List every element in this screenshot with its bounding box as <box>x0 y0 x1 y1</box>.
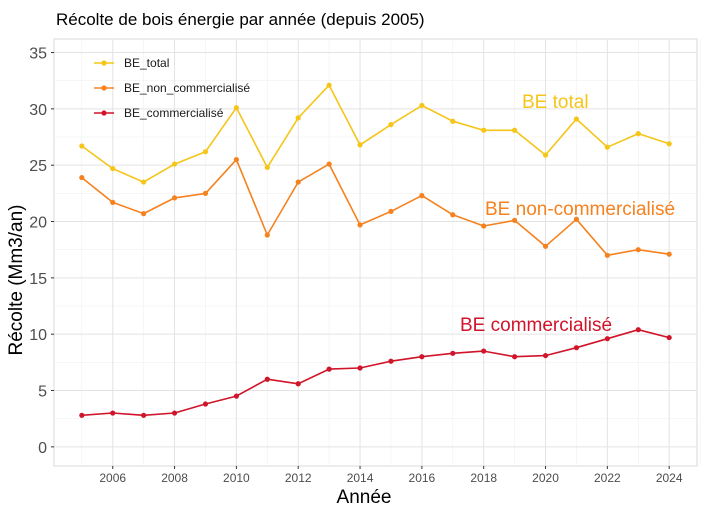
y-axis-title: Récolte (Mm3/an) <box>6 205 27 356</box>
data-point-be-non-commercialise <box>573 216 580 222</box>
series-layer <box>79 82 672 418</box>
data-point-be-non-commercialise <box>202 190 209 196</box>
data-point-be-non-commercialise <box>512 217 518 223</box>
data-point-be-commercialise <box>171 410 178 416</box>
data-point-be-commercialise <box>573 345 580 351</box>
x-tick-label: 2010 <box>223 471 250 485</box>
x-tick-label: 2016 <box>409 471 436 485</box>
data-point-be-commercialise <box>141 412 147 418</box>
x-tick-label: 2008 <box>161 471 188 485</box>
x-tick-label: 2018 <box>470 471 497 485</box>
data-point-be-non-commercialise <box>542 243 549 249</box>
y-tick-label: 35 <box>29 46 47 63</box>
data-point-be-commercialise <box>419 354 425 360</box>
data-point-be-commercialise <box>481 348 487 354</box>
series-line-be-commercialise <box>81 328 670 417</box>
x-axis-ticks: 2006 2008 2010 2012 2014 2016 2018 2020 2022 2024 <box>99 466 683 485</box>
x-tick-label: 2024 <box>656 471 683 485</box>
data-point-be-total <box>573 116 580 122</box>
data-point-be-total <box>171 161 178 167</box>
data-point-be-total <box>450 118 456 124</box>
x-axis-title: Année <box>337 487 392 508</box>
data-point-be-total <box>666 141 672 147</box>
y-tick-label: 10 <box>29 327 47 344</box>
data-point-be-commercialise <box>450 350 456 356</box>
data-point-be-non-commercialise <box>388 208 394 214</box>
data-point-be-commercialise <box>604 336 610 342</box>
x-tick-label: 2006 <box>99 471 126 485</box>
data-point-be-commercialise <box>295 381 301 387</box>
legend-marker-commercialise <box>101 110 107 116</box>
data-point-be-commercialise <box>542 352 549 359</box>
x-tick-label: 2022 <box>594 471 621 485</box>
data-point-be-commercialise <box>110 410 116 416</box>
series-line-be-non-commercialise <box>81 158 670 257</box>
data-point-be-commercialise <box>512 354 518 360</box>
annotation-be-commercialise: BE commercialisé <box>460 315 612 336</box>
data-point-be-commercialise <box>635 327 641 333</box>
y-axis-ticks: 0 5 10 15 20 25 30 35 <box>29 46 54 457</box>
data-point-be-total <box>264 164 270 171</box>
data-point-be-total <box>481 127 487 133</box>
data-point-be-non-commercialise <box>419 193 425 199</box>
y-tick-label: 5 <box>38 384 47 401</box>
data-point-be-total <box>79 143 85 149</box>
data-point-be-commercialise <box>357 365 363 371</box>
data-point-be-non-commercialise <box>110 199 116 205</box>
y-tick-label: 0 <box>38 440 47 457</box>
series-line-be-total <box>81 84 670 183</box>
legend-label-total: BE_total <box>124 56 169 70</box>
data-point-be-commercialise <box>388 358 394 364</box>
data-point-be-non-commercialise <box>141 211 147 217</box>
data-point-be-commercialise <box>233 393 239 399</box>
data-point-be-total <box>604 144 610 150</box>
y-tick-label: 15 <box>29 271 47 288</box>
legend: BE_total BE_non_commercialisé BE_commerc… <box>94 56 250 120</box>
annotation-be-total: BE total <box>522 92 589 113</box>
legend-marker-non-commercialise <box>101 85 107 91</box>
data-point-be-non-commercialise <box>450 212 456 218</box>
data-point-be-total <box>635 131 641 137</box>
legend-label-commercialise: BE_commercialisé <box>124 106 224 120</box>
data-point-be-commercialise <box>326 366 332 372</box>
data-point-be-non-commercialise <box>79 174 85 181</box>
data-point-be-non-commercialise <box>357 222 363 228</box>
annotation-be-non-commercialise: BE non-commercialisé <box>485 199 675 220</box>
data-point-be-non-commercialise <box>604 252 610 258</box>
legend-marker-total <box>101 60 107 66</box>
y-tick-label: 30 <box>29 102 47 119</box>
data-point-be-total <box>542 152 549 158</box>
data-point-be-non-commercialise <box>635 247 641 253</box>
data-point-be-non-commercialise <box>481 223 487 229</box>
data-point-be-total <box>202 149 209 155</box>
data-point-be-non-commercialise <box>295 179 301 185</box>
data-point-be-commercialise <box>264 376 270 382</box>
chart-title: Récolte de bois énergie par année (depui… <box>56 10 425 29</box>
data-point-be-commercialise <box>79 412 85 418</box>
data-point-be-total <box>110 165 116 172</box>
data-point-be-total <box>388 122 394 128</box>
data-point-be-non-commercialise <box>171 195 178 201</box>
data-point-be-non-commercialise <box>264 232 270 238</box>
plot-panel <box>53 38 698 467</box>
data-point-be-non-commercialise <box>666 251 672 257</box>
data-point-be-total <box>419 102 425 109</box>
data-point-be-total <box>233 105 239 111</box>
data-point-be-non-commercialise <box>233 156 239 163</box>
data-point-be-commercialise <box>202 401 209 407</box>
data-point-be-total <box>326 82 332 88</box>
data-point-be-commercialise <box>666 334 672 341</box>
x-tick-label: 2020 <box>532 471 559 485</box>
legend-label-non-commercialise: BE_non_commercialisé <box>124 81 250 95</box>
y-tick-label: 20 <box>29 215 47 232</box>
data-point-be-total <box>141 179 147 185</box>
data-point-be-total <box>357 142 363 148</box>
x-tick-label: 2014 <box>347 471 374 485</box>
data-point-be-total <box>512 127 518 133</box>
y-tick-label: 25 <box>29 158 47 175</box>
x-tick-label: 2012 <box>285 471 312 485</box>
data-point-be-non-commercialise <box>326 161 332 167</box>
data-point-be-total <box>295 115 301 121</box>
